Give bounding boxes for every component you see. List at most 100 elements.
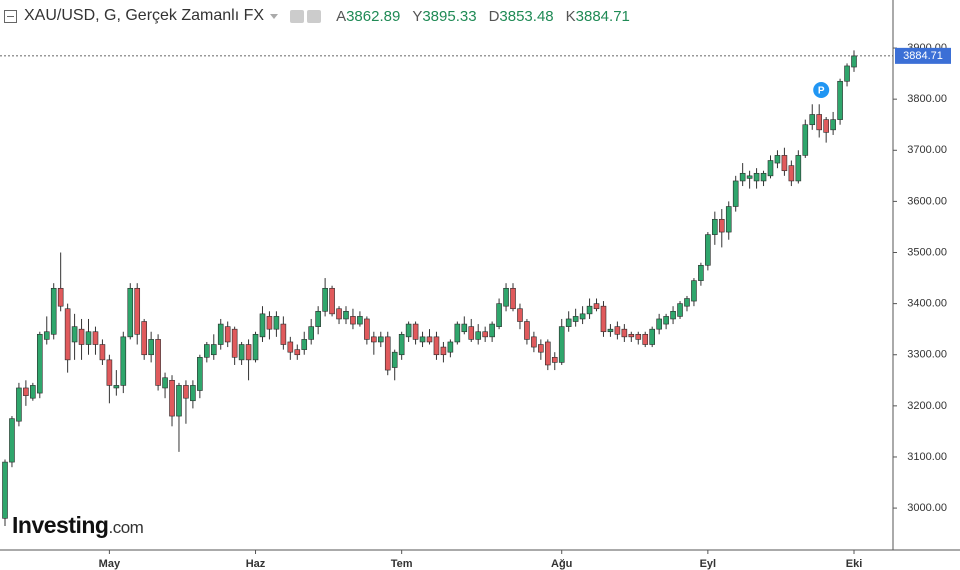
candle-body [565, 318, 572, 327]
candle-body [398, 333, 405, 356]
ohlc-value: 3853.48 [499, 7, 554, 25]
candle-body [461, 323, 468, 333]
dropdown-arrow[interactable] [270, 13, 279, 19]
candle-body [802, 124, 809, 156]
candle-body [551, 356, 558, 363]
candle-body [169, 379, 175, 417]
candle-body [134, 287, 141, 335]
candle-body [371, 336, 377, 343]
y-tick-label: 3300.00 [907, 349, 947, 361]
candle-body [412, 323, 419, 340]
candle-body [447, 341, 454, 353]
candle-body [677, 303, 683, 317]
candle-body [99, 344, 106, 361]
candle-body [294, 349, 301, 356]
y-tick-label: 3200.00 [907, 400, 947, 412]
candle-body [287, 341, 294, 353]
candle-body [433, 336, 440, 356]
candle-body [9, 418, 15, 463]
candle-body [851, 55, 857, 68]
candle-body [197, 356, 203, 391]
candle-body [106, 359, 113, 386]
candle-body [210, 344, 217, 356]
candle-body [579, 313, 586, 320]
candle-body [837, 80, 843, 120]
candle-body [788, 165, 795, 182]
last-price-tag [895, 47, 951, 64]
candle-body [635, 333, 642, 340]
candle-body [739, 172, 746, 182]
x-tick-label: Ağu [551, 558, 572, 570]
candle-body [670, 310, 676, 320]
candle-body [350, 316, 356, 325]
x-tick-label: Tem [391, 558, 413, 570]
candle-body [468, 326, 475, 340]
ohlc-letter: A [336, 7, 347, 25]
candle-body [238, 344, 245, 361]
candle-body [600, 305, 607, 333]
y-tick-label: 3800.00 [907, 93, 947, 105]
candle-body [16, 387, 22, 422]
ohlc-value: 3884.71 [575, 7, 630, 25]
candle-body [259, 313, 266, 338]
candle-body [217, 323, 224, 345]
candle-body [538, 344, 544, 353]
candle-body [691, 280, 697, 302]
collapse-icon[interactable] [4, 9, 17, 23]
candle-body [628, 333, 635, 338]
candle-body [649, 328, 655, 345]
candle-body [760, 172, 767, 182]
candle-body [823, 119, 829, 133]
candle-body [586, 305, 593, 315]
candle-body [440, 346, 447, 356]
candle-body [43, 331, 50, 340]
candle-body [405, 323, 412, 338]
ohlc-letter: K [565, 7, 576, 25]
candle-body [36, 333, 43, 394]
logo-suffix: .com [108, 518, 144, 537]
candle-body [524, 321, 530, 340]
candle-body [454, 323, 461, 343]
candle-body [92, 331, 99, 345]
candle-body [280, 323, 287, 345]
logo: Investing.com [12, 512, 144, 539]
eye-icon[interactable] [290, 9, 305, 23]
candle-body [774, 155, 781, 164]
candle-body [809, 114, 816, 126]
symbol-title[interactable]: XAU/USD, G, Gerçek Zamanlı FX [24, 7, 265, 24]
ohlc-value: 3895.33 [422, 7, 477, 25]
event-marker-label: P [818, 86, 825, 97]
candle-body [844, 65, 850, 82]
settings-icon[interactable] [307, 9, 322, 23]
candle-body [746, 175, 753, 179]
candle-body [190, 385, 196, 402]
candle-body [71, 326, 78, 343]
y-tick-label: 3600.00 [907, 195, 947, 207]
candle-body [593, 303, 600, 310]
candle-body [558, 326, 565, 363]
candle-body [656, 318, 662, 330]
candle-body [273, 316, 280, 330]
y-tick-label: 3000.00 [907, 502, 947, 514]
candle-body [148, 339, 154, 356]
candle-body [377, 336, 384, 343]
event-marker [813, 82, 830, 98]
candle-body [183, 385, 189, 399]
candle-body [795, 155, 802, 182]
ohlc-letter: Y [412, 7, 423, 25]
last-price-label: 3884.71 [903, 50, 943, 62]
y-tick-label: 3100.00 [907, 451, 947, 463]
candle-body [614, 326, 621, 335]
candle-body [315, 310, 321, 327]
candle-body [64, 308, 71, 361]
candle-body [204, 344, 210, 358]
ohlc-value: 3862.89 [346, 7, 401, 25]
candle-body [781, 155, 788, 172]
candle-body [23, 387, 29, 396]
candle-body [496, 303, 502, 327]
candle-body [482, 331, 488, 338]
candle-body [120, 336, 127, 386]
candle-body [698, 264, 704, 281]
